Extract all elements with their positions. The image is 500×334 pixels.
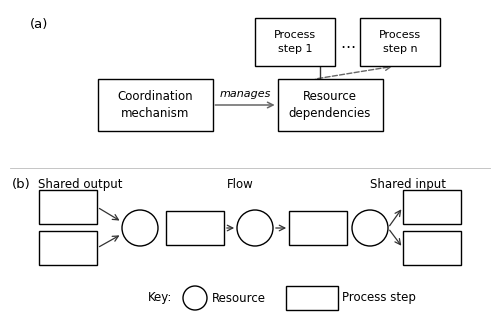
Text: (b): (b) [12, 178, 31, 191]
Bar [403, 190, 461, 224]
Bar [286, 286, 338, 310]
Text: Shared input: Shared input [370, 178, 446, 191]
Text: …: … [340, 36, 355, 51]
Text: Flow: Flow [226, 178, 254, 191]
Circle shape [352, 210, 388, 246]
Bar [39, 190, 97, 224]
Text: Resource: Resource [212, 292, 266, 305]
Circle shape [122, 210, 158, 246]
Text: Process
step n: Process step n [379, 30, 421, 53]
Text: manages: manages [220, 89, 270, 99]
Text: Shared output: Shared output [38, 178, 122, 191]
Text: (a): (a) [30, 18, 48, 31]
Text: Process step: Process step [342, 292, 416, 305]
Bar [403, 231, 461, 265]
Bar [255, 18, 335, 66]
Bar [289, 211, 347, 245]
Bar [360, 18, 440, 66]
Circle shape [183, 286, 207, 310]
Text: Coordination
mechanism: Coordination mechanism [117, 90, 193, 120]
Bar [39, 231, 97, 265]
Text: Resource
dependencies: Resource dependencies [289, 90, 371, 120]
Bar [98, 79, 212, 131]
Text: Key:: Key: [148, 292, 172, 305]
Text: Process
step 1: Process step 1 [274, 30, 316, 53]
Circle shape [237, 210, 273, 246]
Bar [278, 79, 382, 131]
Bar [166, 211, 224, 245]
